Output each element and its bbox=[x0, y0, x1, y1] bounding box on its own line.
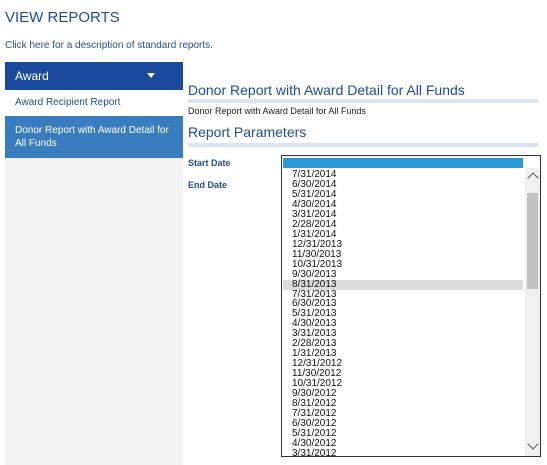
date-option[interactable]: 11/30/2012 bbox=[292, 368, 342, 380]
date-option[interactable]: 7/31/2012 bbox=[292, 408, 337, 420]
date-option[interactable]: 6/30/2014 bbox=[292, 178, 337, 190]
date-option[interactable]: 6/30/2012 bbox=[292, 418, 337, 429]
date-option[interactable]: 1/31/2013 bbox=[292, 348, 337, 360]
date-option[interactable]: 5/31/2013 bbox=[292, 308, 337, 320]
sidebar-bg bbox=[5, 158, 183, 465]
date-option[interactable]: 10/31/2013 bbox=[292, 258, 343, 270]
scrollbar[interactable] bbox=[525, 168, 540, 456]
date-option[interactable]: 7/31/2013 bbox=[292, 288, 337, 300]
hovered-option bbox=[283, 279, 523, 290]
intro-before: Click bbox=[5, 40, 27, 51]
heading-rule bbox=[188, 143, 538, 147]
intro-link[interactable]: here bbox=[29, 40, 50, 51]
report-description: Donor Report with Award Detail for All F… bbox=[188, 106, 366, 116]
param-label: End Date bbox=[188, 180, 228, 190]
date-option[interactable]: 3/31/2014 bbox=[292, 208, 337, 220]
date-option[interactable]: 11/30/2013 bbox=[292, 248, 342, 260]
scroll-down[interactable] bbox=[527, 438, 539, 450]
intro-text: Click here for a description of standard… bbox=[5, 40, 213, 51]
selected-option[interactable] bbox=[283, 158, 523, 168]
date-option[interactable]: 4/30/2012 bbox=[292, 437, 337, 449]
date-option[interactable]: 4/30/2014 bbox=[292, 198, 337, 210]
date-option[interactable]: 4/30/2013 bbox=[292, 318, 337, 330]
date-option[interactable]: 5/31/2012 bbox=[292, 427, 337, 439]
date-option[interactable]: 8/31/2013 bbox=[292, 278, 337, 290]
report-heading: Donor Report with Award Detail for All F… bbox=[188, 82, 465, 98]
heading-rule bbox=[188, 99, 538, 103]
scroll-up[interactable] bbox=[527, 172, 539, 184]
date-option[interactable]: 7/31/2014 bbox=[292, 169, 337, 180]
date-option[interactable]: 6/30/2013 bbox=[292, 298, 337, 310]
date-option[interactable]: 12/31/2013 bbox=[292, 238, 343, 250]
report-item-selected[interactable]: Donor Report with Award Detail for All F… bbox=[5, 116, 183, 158]
dropdown-caret bbox=[147, 73, 155, 78]
date-option[interactable]: 2/28/2013 bbox=[292, 338, 337, 350]
scroll-thumb[interactable] bbox=[527, 193, 538, 289]
date-option[interactable]: 1/31/2014 bbox=[292, 228, 337, 240]
date-option[interactable]: 5/31/2014 bbox=[292, 188, 337, 200]
date-option[interactable]: 12/31/2012 bbox=[292, 358, 343, 370]
category-dropdown[interactable]: Award bbox=[5, 62, 183, 90]
date-option[interactable]: 9/30/2012 bbox=[292, 388, 337, 400]
report-item[interactable]: Award Recipient Report bbox=[5, 90, 183, 116]
intro-after: for a description of standard reports. bbox=[52, 40, 213, 51]
date-listbox[interactable]: 7/31/2014 6/30/2014 5/31/2014 4/30/2014 3/31… bbox=[281, 155, 541, 457]
date-option[interactable]: 10/31/2012 bbox=[292, 378, 343, 390]
params-heading: Report Parameters bbox=[188, 124, 307, 140]
date-option[interactable]: 2/28/2014 bbox=[292, 218, 337, 230]
date-option[interactable]: 8/31/2012 bbox=[292, 398, 337, 410]
date-option[interactable]: 3/31/2013 bbox=[292, 328, 337, 340]
date-option[interactable]: 3/31/2012 bbox=[292, 447, 337, 457]
date-option[interactable]: 9/30/2013 bbox=[292, 268, 337, 280]
page-title: VIEW REPORTS bbox=[5, 9, 120, 26]
param-label: Start Date bbox=[188, 158, 231, 168]
